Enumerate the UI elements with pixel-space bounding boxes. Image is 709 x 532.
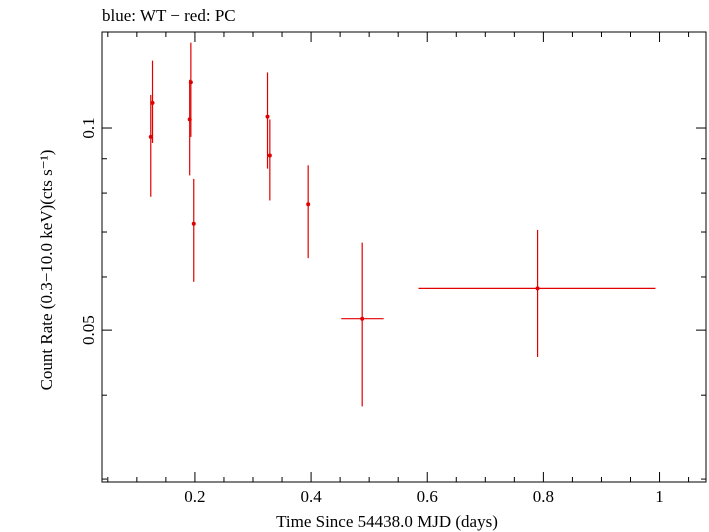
x-tick-label: 0.8: [533, 487, 554, 506]
x-axis-label: Time Since 54438.0 MJD (days): [276, 512, 498, 531]
y-axis-label: Count Rate (0.3−10.0 keV)(cts s⁻¹): [37, 150, 56, 391]
data-point: [535, 286, 540, 291]
x-tick-label: 0.4: [300, 487, 322, 506]
data-point: [265, 114, 270, 119]
data-point: [306, 202, 311, 207]
x-tick-label: 0.2: [184, 487, 205, 506]
data-point-group: [418, 229, 656, 357]
data-point-group: [306, 165, 311, 259]
data-point-group: [267, 119, 272, 201]
data-point-group: [150, 60, 155, 143]
plot-frame: [101, 31, 707, 483]
data-point: [360, 316, 365, 321]
data-point: [191, 221, 196, 226]
data-point: [267, 153, 272, 158]
x-axis-ticks: 0.2 0.4 0.6 0.8 1: [107, 32, 690, 506]
data-point-group: [148, 94, 153, 197]
data-point-group: [341, 242, 384, 407]
chart-title: blue: WT − red: PC: [102, 6, 236, 25]
data-point: [148, 134, 153, 139]
x-tick-label: 1: [655, 487, 664, 506]
data-point-group: [188, 42, 193, 137]
data-point: [150, 100, 155, 105]
x-tick-label: 0.6: [417, 487, 438, 506]
y-tick-label: 0.05: [79, 315, 98, 345]
data-point-group: [265, 72, 270, 169]
data-point-group: [191, 178, 196, 282]
series-pc: [148, 42, 656, 407]
data-point: [188, 80, 193, 85]
y-axis-ticks: 0.05 0.1: [79, 117, 706, 480]
y-tick-label: 0.1: [79, 117, 98, 138]
